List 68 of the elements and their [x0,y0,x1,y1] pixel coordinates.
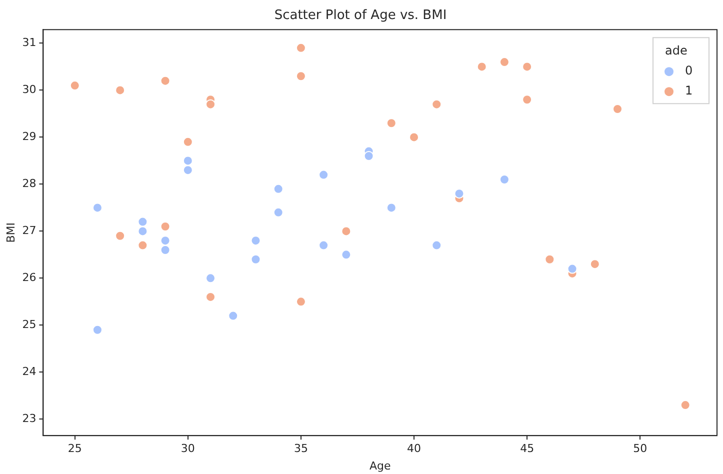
legend-label: 1 [685,84,693,98]
point [182,136,193,147]
point [160,236,170,246]
point [432,99,442,110]
point [318,170,329,180]
x-tick-label: 30 [180,442,195,456]
point [115,230,126,241]
y-tick-label: 30 [22,83,36,96]
point [296,71,306,82]
y-tick-label: 24 [22,365,36,378]
point [160,244,170,255]
x-tick-label: 45 [520,442,534,456]
x-tick-label: 25 [68,442,82,456]
point [522,62,532,72]
point [138,226,148,236]
point [206,292,216,302]
legend-title: ade [665,44,688,58]
x-tick-label: 40 [407,442,422,456]
point [612,104,623,114]
point [182,165,193,176]
point [273,207,284,218]
y-tick-label: 29 [22,130,36,144]
point [364,151,374,162]
y-tick-label: 26 [22,271,36,284]
point [92,202,102,213]
point [206,273,216,284]
point [250,236,261,246]
point [680,400,690,410]
point [228,310,238,321]
point [544,254,555,264]
point [296,42,306,53]
y-tick-label: 23 [22,412,36,426]
legend-label: 0 [685,64,693,78]
point [182,156,193,166]
point [386,118,396,128]
point [499,57,510,68]
point [160,221,170,232]
point [454,188,464,199]
point [341,250,352,260]
chart-title: Scatter Plot of Age vs. BMI [274,8,447,24]
point [250,254,261,264]
point [296,296,306,307]
y-tick-label: 31 [22,36,36,50]
y-tick-label: 27 [22,224,36,238]
x-tick-label: 35 [294,442,308,456]
point [70,80,80,91]
point [476,62,487,72]
y-tick-label: 28 [22,177,36,190]
point [138,240,148,250]
point [432,240,442,250]
y-tick-label: 25 [22,318,36,332]
x-tick-label: 50 [633,442,648,456]
point [318,240,329,250]
x-axis-title: Age [369,459,391,472]
point [522,94,532,105]
point [92,324,102,335]
point [590,259,600,270]
point [160,76,170,86]
point [386,202,396,213]
point [206,99,216,110]
point [409,132,420,142]
point [273,184,284,194]
point [115,85,126,96]
point [499,174,510,184]
point [341,226,352,236]
point [567,264,578,274]
point [138,216,148,227]
y-axis-title: BMI [4,222,18,243]
